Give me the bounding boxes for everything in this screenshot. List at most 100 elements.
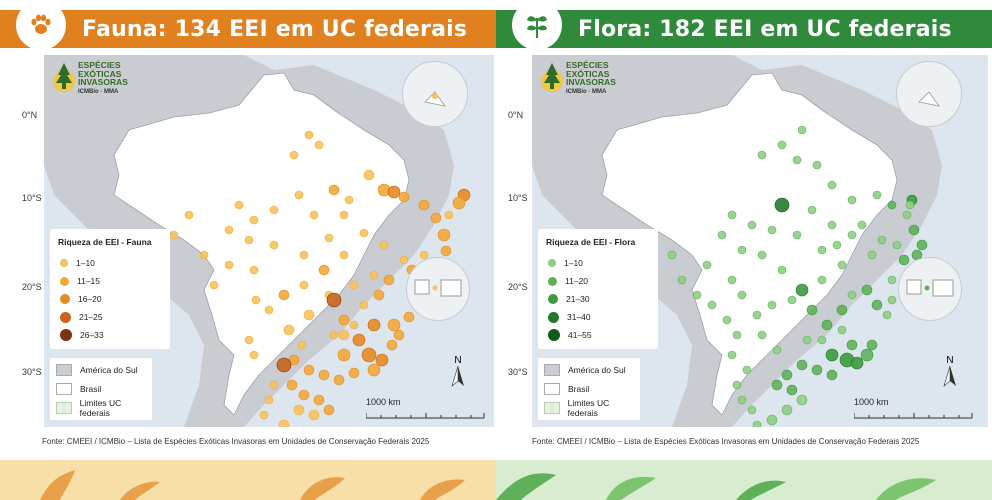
uc-point xyxy=(244,335,254,345)
uc-point xyxy=(837,325,847,335)
uc-point xyxy=(781,404,793,416)
uc-point xyxy=(326,292,342,308)
uc-point xyxy=(349,320,359,330)
uc-point xyxy=(727,210,737,220)
flora-map: ESPÉCIES EXÓTICAS INVASORAS ICMBio · MMA R… xyxy=(532,55,988,427)
uc-point xyxy=(269,240,279,250)
uc-point xyxy=(827,220,837,230)
uc-point xyxy=(832,240,842,250)
uc-point xyxy=(737,290,747,300)
uc-point xyxy=(249,215,259,225)
uc-point xyxy=(807,205,817,215)
uc-point xyxy=(324,233,334,243)
uc-point xyxy=(278,289,290,301)
uc-point xyxy=(298,389,310,401)
uc-point xyxy=(827,180,837,190)
uc-point xyxy=(722,315,732,325)
uc-point xyxy=(339,210,349,220)
uc-point xyxy=(361,347,377,363)
uc-point xyxy=(847,195,857,205)
uc-point xyxy=(444,210,454,220)
source-note: Fonte: CMEEI / ICMBio – Lista de Espécie… xyxy=(42,437,430,446)
map-canvas xyxy=(532,55,942,427)
uc-point xyxy=(304,130,314,140)
uc-point xyxy=(352,333,366,347)
uc-point xyxy=(747,220,757,230)
uc-point xyxy=(882,310,892,320)
uc-point xyxy=(898,254,910,266)
uc-point xyxy=(747,405,757,415)
legend-title: Riqueza de EEI - Fauna xyxy=(58,237,152,247)
uc-point xyxy=(318,369,330,381)
panel-title: Fauna: 134 EEI em UC federais xyxy=(82,16,468,42)
uc-point xyxy=(916,239,928,251)
uc-point xyxy=(337,348,351,362)
uc-point xyxy=(767,225,777,235)
uc-point xyxy=(872,190,882,200)
uc-point xyxy=(902,210,912,220)
legend-item: 21–30 xyxy=(548,291,590,307)
lat-label: 30°S xyxy=(508,367,528,377)
uc-point xyxy=(303,309,315,321)
uc-point xyxy=(826,369,838,381)
uc-point xyxy=(264,305,274,315)
legend-item: 11–20 xyxy=(548,273,588,289)
uc-point xyxy=(224,225,234,235)
uc-point xyxy=(276,357,292,373)
map-canvas xyxy=(44,55,471,427)
legend-item: 21–25 xyxy=(60,309,103,325)
flora-panel: Flora: 182 EEI em UC federais ESPÉCIES EX… xyxy=(496,0,992,500)
uc-point xyxy=(169,230,179,240)
legend-title: Riqueza de EEI - Flora xyxy=(546,237,636,247)
uc-point xyxy=(796,394,808,406)
panel-title: Flora: 182 EEI em UC federais xyxy=(578,16,952,42)
uc-point xyxy=(772,345,782,355)
north-arrow: N xyxy=(448,355,468,393)
uc-point xyxy=(742,365,752,375)
uc-point xyxy=(837,260,847,270)
uc-point xyxy=(757,250,767,260)
uc-point xyxy=(727,350,737,360)
uc-point xyxy=(727,275,737,285)
uc-point xyxy=(297,340,307,350)
lat-label: 0°N xyxy=(22,110,38,120)
uc-point xyxy=(318,264,330,276)
uc-point xyxy=(866,339,878,351)
uc-point xyxy=(367,318,381,332)
scale-bar: 1000 km xyxy=(365,397,485,419)
uc-point xyxy=(299,250,309,260)
uc-point xyxy=(887,200,897,210)
fauna-banner: Fauna: 134 EEI em UC federais xyxy=(0,0,496,50)
uc-point xyxy=(777,265,787,275)
base-legend: América do Sul Brasil Limites UC federai… xyxy=(50,358,152,420)
base-legend: América do Sul Brasil Limites UC federai… xyxy=(538,358,640,420)
uc-point xyxy=(452,196,466,210)
legend: Riqueza de EEI - Flora 1–10 11–20 21–30 … xyxy=(538,229,658,349)
uc-point xyxy=(847,290,857,300)
source-note: Fonte: CMEEI / ICMBio – Lista de Espécie… xyxy=(532,437,920,446)
uc-point xyxy=(375,353,389,367)
flora-banner: Flora: 182 EEI em UC federais xyxy=(496,0,992,50)
uc-point xyxy=(323,404,335,416)
lat-label: 0°N xyxy=(508,110,524,120)
uc-point xyxy=(379,240,389,250)
fauna-map: ESPÉCIES EXÓTICAS INVASORAS ICMBio · MMA R… xyxy=(44,55,494,427)
uc-point xyxy=(293,404,305,416)
lat-label: 20°S xyxy=(22,282,42,292)
uc-point xyxy=(259,410,269,420)
uc-point xyxy=(249,265,259,275)
uc-point xyxy=(817,275,827,285)
uc-point xyxy=(249,350,259,360)
uc-point xyxy=(812,160,822,170)
uc-point xyxy=(430,212,442,224)
legend-item: 31–40 xyxy=(548,309,591,325)
uc-point xyxy=(359,300,369,310)
uc-point xyxy=(308,409,320,421)
flora-points xyxy=(667,125,928,427)
lat-label: 30°S xyxy=(22,367,42,377)
uc-point xyxy=(717,230,727,240)
uc-point xyxy=(234,200,244,210)
uc-point xyxy=(887,275,897,285)
paw-icon xyxy=(16,0,66,50)
leaf-icon xyxy=(512,0,562,50)
